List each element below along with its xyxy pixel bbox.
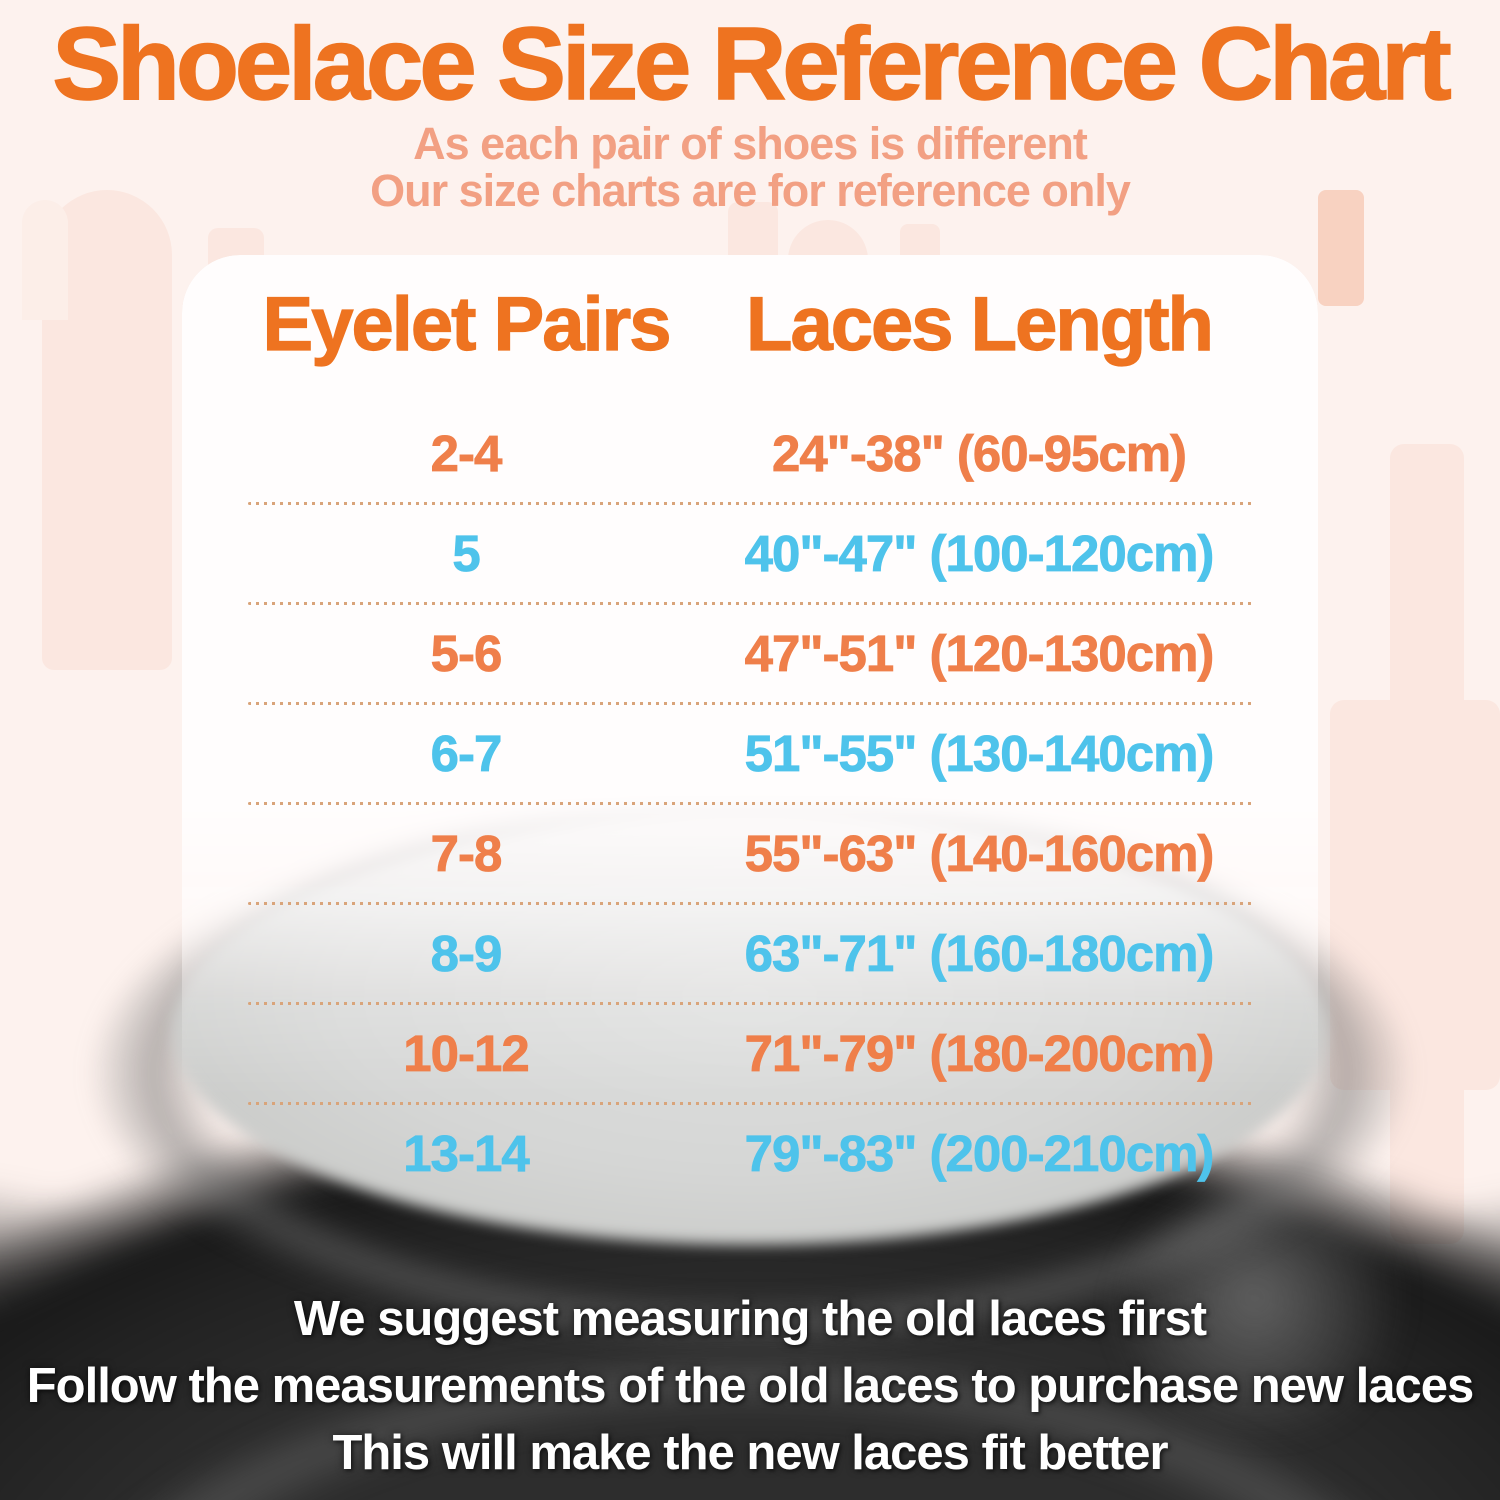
footer-line: This will make the new laces fit better bbox=[332, 1426, 1168, 1480]
table-row: 7-8 55"-63" (140-160cm) bbox=[182, 805, 1318, 902]
table-row: 2-4 24"-38" (60-95cm) bbox=[182, 405, 1318, 502]
watermark-shape bbox=[1318, 190, 1364, 306]
table-row: 6-7 51"-55" (130-140cm) bbox=[182, 705, 1318, 802]
table-body: 2-4 24"-38" (60-95cm) 5 40"-47" (100-120… bbox=[182, 405, 1318, 1202]
eyelet-pairs-cell: 7-8 bbox=[430, 825, 503, 883]
eyelet-pairs-cell: 2-4 bbox=[430, 425, 503, 483]
page-subtitle: As each pair of shoes is different Our s… bbox=[0, 120, 1500, 214]
dotted-row-divider bbox=[248, 702, 1252, 705]
laces-length-cell: 63"-71" (160-180cm) bbox=[744, 925, 1215, 983]
eyelet-pairs-cell: 5 bbox=[452, 525, 481, 583]
eyelet-pairs-cell: 13-14 bbox=[403, 1125, 530, 1183]
subtitle-line: As each pair of shoes is different bbox=[413, 118, 1088, 169]
eyelet-pairs-cell: 8-9 bbox=[430, 925, 503, 983]
table-row: 10-12 71"-79" (180-200cm) bbox=[182, 1005, 1318, 1102]
laces-length-cell: 55"-63" (140-160cm) bbox=[744, 825, 1215, 883]
watermark-shape bbox=[22, 200, 68, 320]
dotted-row-divider bbox=[248, 1102, 1252, 1105]
page-title: Shoelace Size Reference Chart bbox=[52, 6, 1453, 121]
eyelet-pairs-cell: 10-12 bbox=[403, 1025, 530, 1083]
dotted-row-divider bbox=[248, 802, 1252, 805]
laces-length-cell: 47"-51" (120-130cm) bbox=[744, 625, 1215, 683]
size-table: Eyelet Pairs Laces Length 2-4 24"-38" (6… bbox=[182, 255, 1318, 1202]
table-row: 13-14 79"-83" (200-210cm) bbox=[182, 1105, 1318, 1202]
subtitle-line: Our size charts are for reference only bbox=[370, 165, 1131, 216]
footer-note: We suggest measuring the old laces first… bbox=[0, 1286, 1500, 1487]
table-row: 8-9 63"-71" (160-180cm) bbox=[182, 905, 1318, 1002]
dotted-row-divider bbox=[248, 902, 1252, 905]
eyelet-pairs-cell: 6-7 bbox=[430, 725, 503, 783]
laces-length-cell: 71"-79" (180-200cm) bbox=[744, 1025, 1215, 1083]
footer-line: Follow the measurements of the old laces… bbox=[26, 1359, 1475, 1413]
dotted-row-divider bbox=[248, 1002, 1252, 1005]
table-header-row: Eyelet Pairs Laces Length bbox=[182, 282, 1318, 367]
eyelet-pairs-cell: 5-6 bbox=[430, 625, 503, 683]
footer-line: We suggest measuring the old laces first bbox=[293, 1292, 1207, 1346]
laces-length-cell: 24"-38" (60-95cm) bbox=[771, 425, 1188, 483]
laces-length-cell: 79"-83" (200-210cm) bbox=[744, 1125, 1215, 1183]
table-row: 5-6 47"-51" (120-130cm) bbox=[182, 605, 1318, 702]
dotted-row-divider bbox=[248, 602, 1252, 605]
column-header-laces-length: Laces Length bbox=[745, 282, 1214, 367]
lace-highlight-blob bbox=[1120, 1190, 1420, 1430]
laces-length-cell: 40"-47" (100-120cm) bbox=[744, 525, 1215, 583]
laces-length-cell: 51"-55" (130-140cm) bbox=[744, 725, 1215, 783]
table-row: 5 40"-47" (100-120cm) bbox=[182, 505, 1318, 602]
dotted-row-divider bbox=[248, 502, 1252, 505]
chart-card-background bbox=[182, 255, 1318, 1215]
column-header-eyelet-pairs: Eyelet Pairs bbox=[262, 282, 672, 367]
